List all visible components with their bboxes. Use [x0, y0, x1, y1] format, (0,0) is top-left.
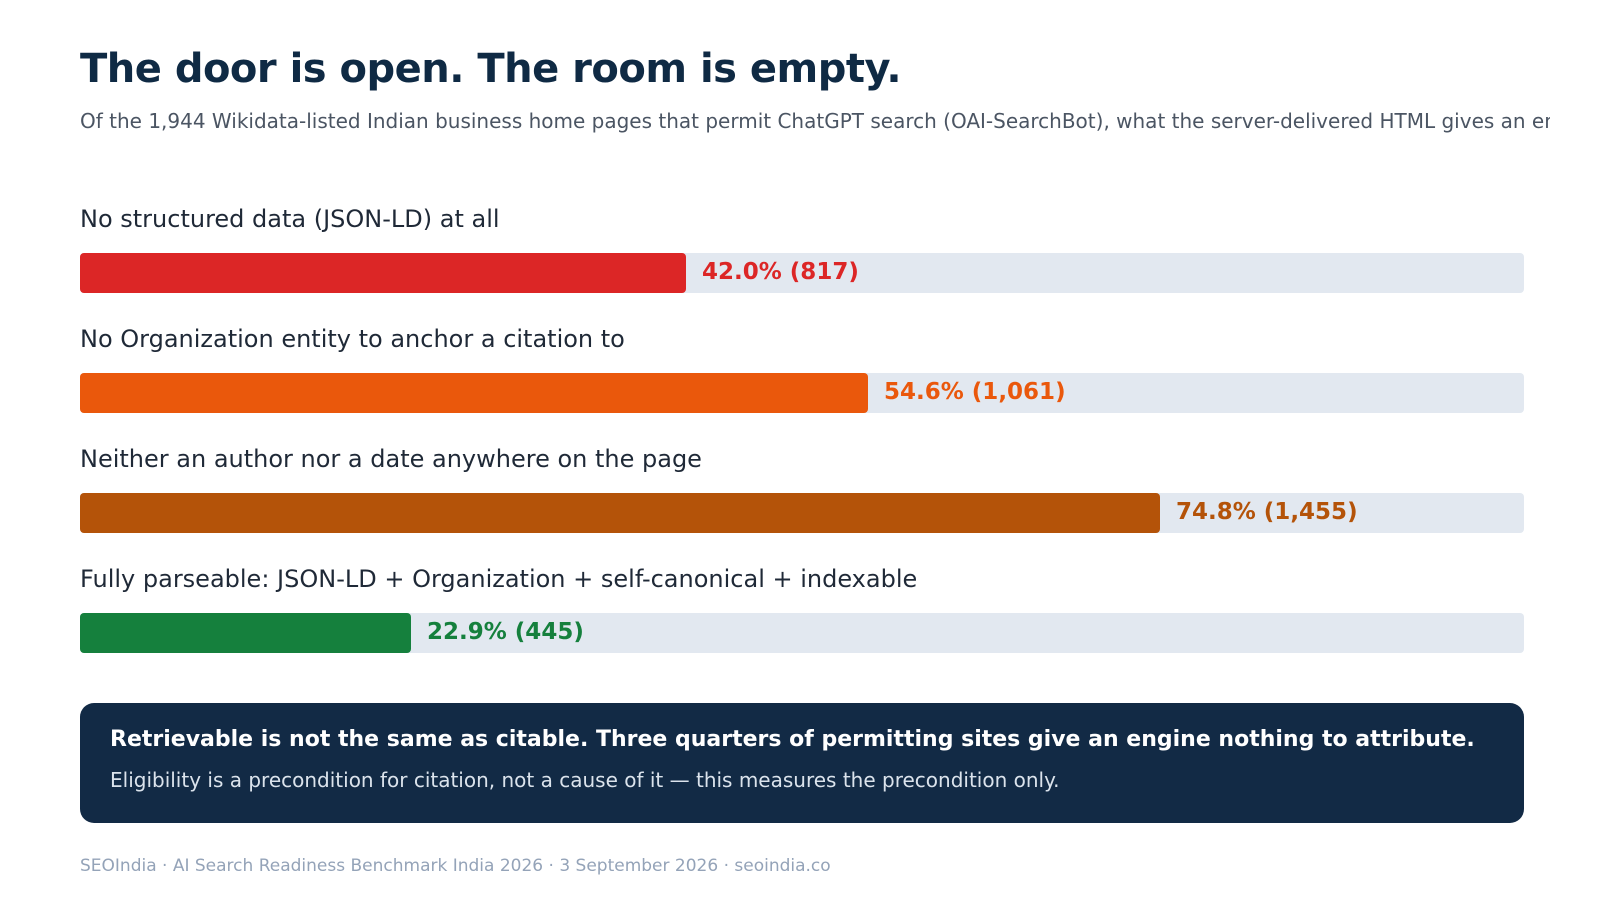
bar-category-label: Fully parseable: JSON-LD + Organization … — [80, 565, 918, 593]
bar-fill — [80, 373, 868, 413]
bar-row: No Organization entity to anchor a citat… — [80, 325, 1524, 445]
bar-fill — [80, 493, 1160, 533]
callout-body: Eligibility is a precondition for citati… — [110, 768, 1060, 792]
bar-value-label: 42.0% (817) — [702, 259, 859, 285]
bar-value-label: 54.6% (1,061) — [884, 379, 1066, 405]
bar-track: 54.6% (1,061) — [80, 373, 1524, 413]
bar-chart: No structured data (JSON-LD) at all 42.0%… — [80, 205, 1524, 685]
bar-category-label: No structured data (JSON-LD) at all — [80, 205, 500, 233]
bar-category-label: No Organization entity to anchor a citat… — [80, 325, 625, 353]
callout-headline: Retrievable is not the same as citable. … — [110, 727, 1475, 752]
bar-track: 42.0% (817) — [80, 253, 1524, 293]
bar-track: 74.8% (1,455) — [80, 493, 1524, 533]
bar-track: 22.9% (445) — [80, 613, 1524, 653]
source-footer: SEOIndia · AI Search Readiness Benchmark… — [80, 856, 831, 876]
bar-row: Fully parseable: JSON-LD + Organization … — [80, 565, 1524, 685]
bar-fill — [80, 613, 411, 653]
bar-row: No structured data (JSON-LD) at all 42.0%… — [80, 205, 1524, 325]
bar-row: Neither an author nor a date anywhere on… — [80, 445, 1524, 565]
bar-value-label: 74.8% (1,455) — [1176, 499, 1358, 525]
bar-category-label: Neither an author nor a date anywhere on… — [80, 445, 702, 473]
chart-subtitle: Of the 1,944 Wikidata-listed Indian busi… — [80, 109, 1550, 133]
bar-fill — [80, 253, 686, 293]
key-finding-callout: Retrievable is not the same as citable. … — [80, 703, 1524, 823]
bar-value-label: 22.9% (445) — [427, 619, 584, 645]
chart-title: The door is open. The room is empty. — [80, 46, 902, 92]
